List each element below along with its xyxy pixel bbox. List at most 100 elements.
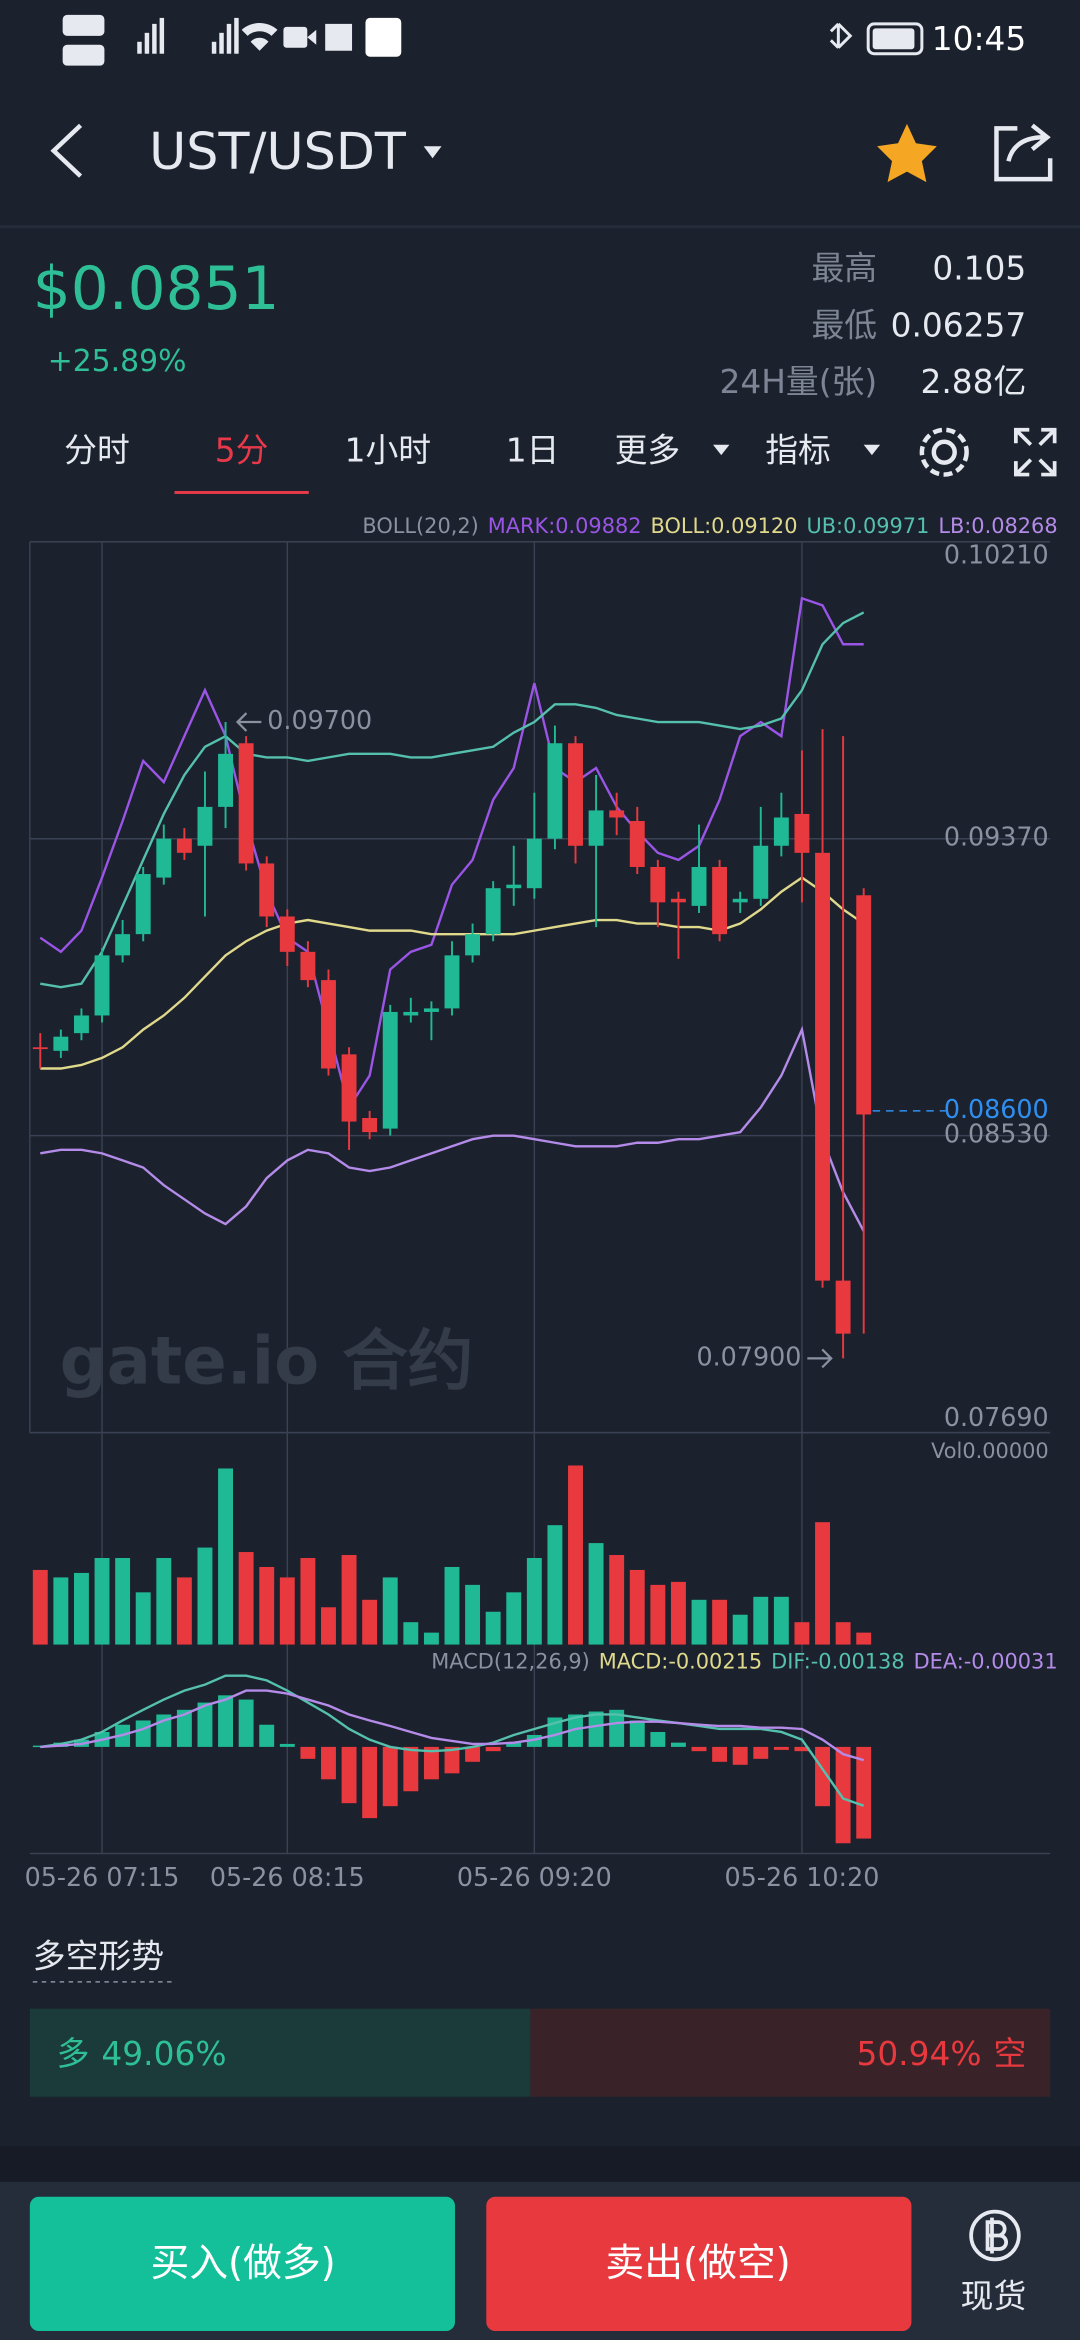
volume-bar [218, 1468, 234, 1645]
clock: 10:45 [932, 20, 1027, 58]
candle-body [794, 813, 810, 853]
macd-line [40, 1674, 865, 1807]
pair-title[interactable]: UST/USDT [149, 122, 407, 181]
macd-bar [197, 1702, 213, 1747]
pair-dropdown[interactable] [423, 146, 442, 159]
macd-bar [362, 1746, 378, 1819]
long-share [29, 2008, 531, 2097]
favorite-star[interactable] [877, 123, 937, 183]
short-value: 50.94% [856, 2034, 981, 2072]
candle-body [403, 1011, 419, 1016]
candle-body [238, 743, 254, 864]
stat-label: 最低 [812, 306, 878, 344]
long-text: 多 49.06% [57, 2034, 227, 2072]
buy-button[interactable] [29, 2196, 455, 2332]
volume-bar [321, 1607, 336, 1645]
volume-bar [94, 1558, 110, 1645]
macd-bar [135, 1720, 151, 1747]
candle-body [444, 955, 460, 1009]
stat-label: 最高 [812, 250, 878, 288]
price-change: +25.89% [48, 344, 187, 379]
x-tick-label: 05-26 08:15 [210, 1862, 365, 1892]
kline-chart: 05-26 07:15 05-26 08:15 05-26 09:20 05-26 1… [25, 514, 1058, 1892]
volume-bar [197, 1547, 213, 1645]
macd-bar [650, 1731, 666, 1747]
candle-body [197, 806, 213, 846]
period-tabs: 分时 5分 1小时 1日 更多 指标 [64, 432, 881, 494]
fullscreen-icon[interactable] [1013, 427, 1057, 477]
sell-label[interactable]: 卖出(做空) [605, 2241, 790, 2286]
candle-body [753, 845, 769, 899]
legend-entry: MACD:-0.00215 [599, 1649, 762, 1673]
macd-bar [423, 1746, 439, 1780]
macd-bar [588, 1711, 604, 1747]
legend-entry: BOLL:0.09120 [651, 514, 798, 538]
y-tick-label: 0.08530 [944, 1119, 1049, 1149]
tab[interactable]: 1小时 [345, 432, 431, 470]
spot-icon[interactable] [969, 2209, 1021, 2262]
volume-bar [629, 1569, 645, 1645]
volume-bar [423, 1632, 439, 1645]
volume-bar [506, 1592, 522, 1645]
volume-bar [156, 1558, 172, 1645]
tab[interactable]: 指标 [765, 432, 831, 470]
y-tick-label: 0.07690 [944, 1402, 1049, 1432]
macd-bar [835, 1746, 851, 1844]
volume-bar [670, 1581, 686, 1645]
candle-body [300, 951, 316, 981]
sell-button[interactable] [486, 2196, 912, 2332]
share-button[interactable] [994, 123, 1053, 182]
min-annotation: 0.07900 [696, 1341, 801, 1371]
candle-body [506, 884, 522, 889]
tab[interactable]: 5分 [215, 432, 269, 470]
macd-bar [526, 1734, 542, 1747]
stat-value: 0.06257 [891, 306, 1027, 344]
legend: Vol0.00000 [931, 1439, 1049, 1463]
tab[interactable]: 更多 [615, 432, 681, 470]
volume-bar [650, 1584, 666, 1645]
stat-value: 0.105 [932, 250, 1026, 288]
candle-body [341, 1054, 357, 1122]
legend-entry: DIF:-0.00138 [771, 1649, 904, 1673]
settings-icon[interactable] [919, 427, 969, 477]
volume-bar [73, 1572, 89, 1645]
volume-bar [794, 1622, 810, 1645]
macd-bar [629, 1720, 645, 1747]
candle-body [465, 934, 481, 956]
volume-bar [362, 1599, 378, 1645]
candle-body [423, 1008, 439, 1012]
candle-body [732, 898, 748, 903]
tab[interactable]: 分时 [64, 432, 130, 470]
volume-bar [815, 1522, 830, 1645]
short-text: 50.94% 空 [856, 2034, 1026, 2072]
tab-dropdown[interactable] [863, 444, 881, 456]
legend: BOLL(20,2) MARK:0.09882 BOLL:0.09120 UB:0.0… [362, 514, 1057, 538]
volume-bar [53, 1577, 69, 1645]
back-button[interactable] [50, 123, 83, 178]
candle-body [53, 1036, 69, 1051]
tab[interactable]: 1日 [506, 432, 560, 470]
candle-body [362, 1117, 378, 1133]
ticker-stats: 最高 0.105 最低 0.06257 24H量(张) 2.88亿 [720, 250, 1027, 401]
candle-body [321, 980, 336, 1069]
watermark: gate.io 合约 [60, 1324, 474, 1400]
candle-body [94, 955, 110, 1016]
volume-bar [259, 1566, 275, 1645]
volume-bar [691, 1599, 707, 1645]
volume-bar [856, 1632, 872, 1645]
volume-bar [465, 1584, 481, 1645]
buy-label[interactable]: 买入(做多) [150, 2241, 335, 2286]
candle-body [629, 821, 645, 867]
macd-bar [238, 1699, 254, 1747]
y-tick-label: 0.10210 [944, 540, 1049, 570]
tab-dropdown[interactable] [713, 444, 730, 456]
macd-bar [753, 1746, 769, 1759]
candle-body [712, 866, 728, 935]
legend-entry: LB:0.08268 [938, 514, 1057, 538]
stat-value: 2.88亿 [920, 363, 1026, 401]
candle-body [135, 874, 151, 935]
volume-bar [835, 1622, 851, 1645]
spot-label[interactable]: 现货 [961, 2278, 1027, 2316]
macd-bar [259, 1724, 275, 1747]
